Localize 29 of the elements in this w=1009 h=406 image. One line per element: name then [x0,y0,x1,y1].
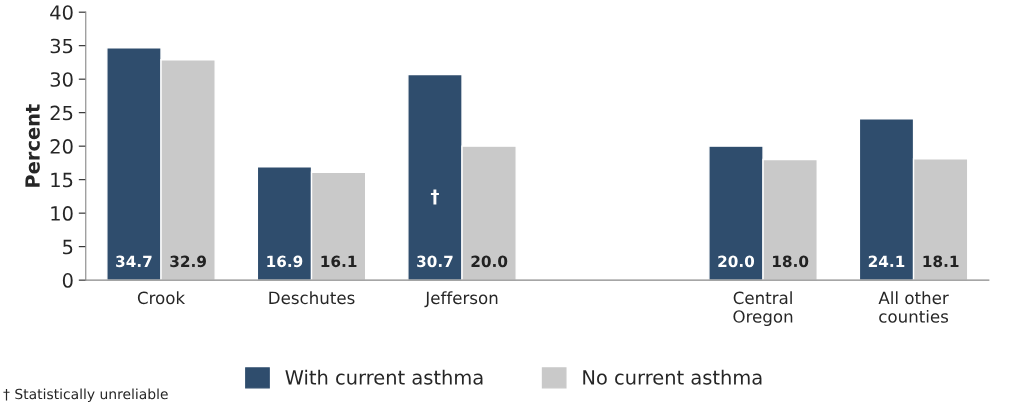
y-tick-label: 30 [50,72,73,87]
data-label: 16.1 [321,255,357,268]
x-tick-label: Crook [137,291,186,305]
text: † Statistically unreliable [3,388,168,402]
x-tick-label: Central Oregon [733,291,793,327]
y-tick-label: 35 [50,38,73,54]
annotation: † [430,189,439,205]
y-axis-title: Percent [25,104,40,187]
y-tick-label: 15 [51,172,73,188]
y-tick-label: 10 [51,206,73,221]
data-label: 24.1 [868,255,905,267]
y-tick-label: 20 [50,139,73,154]
data-label: 18.0 [773,255,809,268]
x-tick-label: Jefferson [424,291,498,308]
data-label: 18.1 [923,255,959,268]
data-label: 30.7 [417,255,453,268]
data-label: 32.9 [170,255,206,268]
legend-label: No current asthma [583,369,762,385]
data-label: 16.9 [267,255,303,268]
y-tick-label: 5 [63,239,73,255]
y-tick-label: 25 [50,105,73,121]
y-tick-label: 0 [62,273,73,288]
legend-label: With current asthma [285,369,483,385]
data-label: 20.0 [471,255,508,268]
y-tick-label: 40 [50,5,73,20]
data-label: 34.7 [116,255,152,268]
data-label: 20.0 [718,255,755,268]
x-tick-label: Deschutes [269,291,355,305]
x-tick-label: All other counties [878,291,949,323]
